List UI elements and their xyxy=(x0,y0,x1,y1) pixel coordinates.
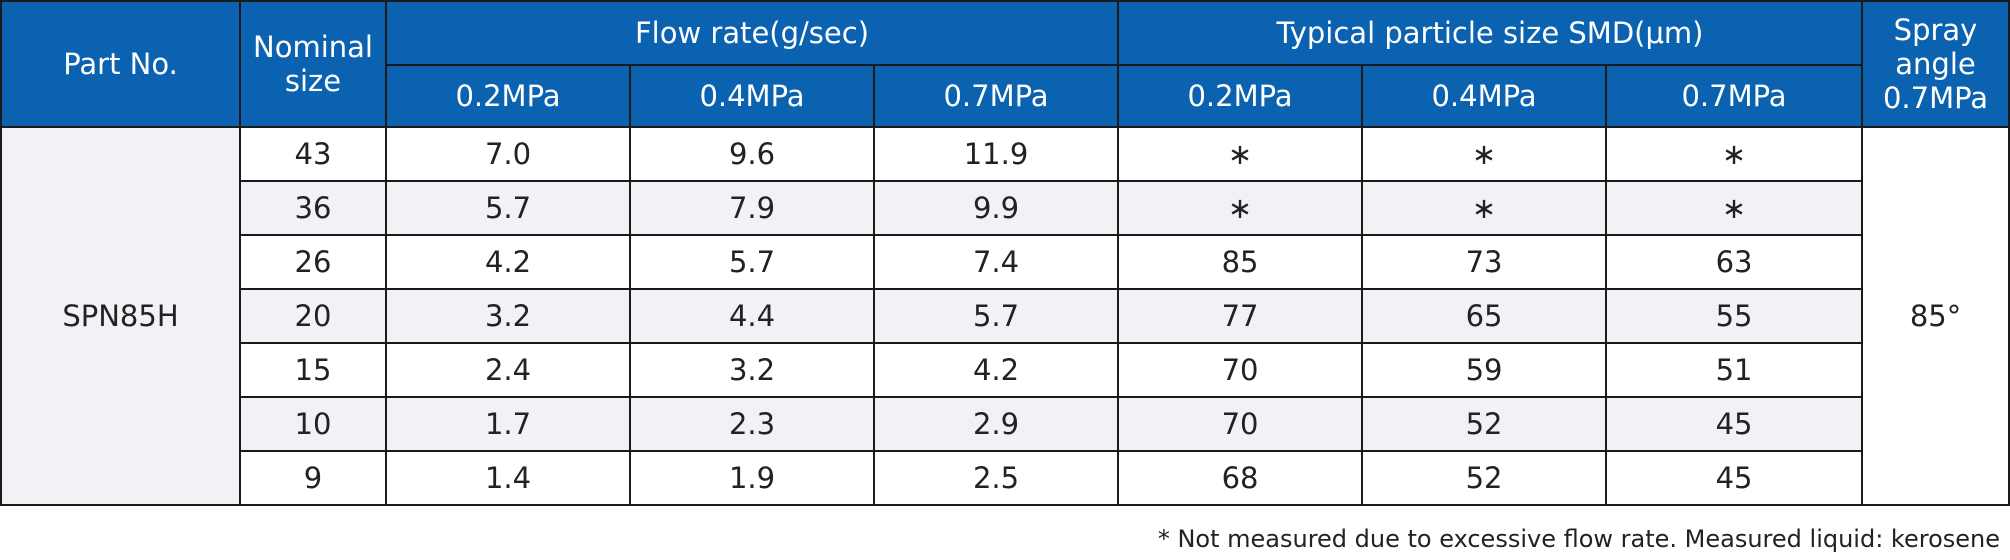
nominal-size-cell: 9 xyxy=(239,450,387,506)
spray-header-line2: angle xyxy=(1895,47,1976,81)
flow-cell: 2.3 xyxy=(629,396,875,452)
part-no-header: Part No. xyxy=(0,0,241,128)
flow-pressure-header: 0.2MPa xyxy=(385,64,631,128)
flow-cell: 11.9 xyxy=(872,126,1120,182)
smd-cell: 65 xyxy=(1361,288,1608,344)
spray-header-line1: Spray xyxy=(1893,13,1978,47)
flow-cell: 2.5 xyxy=(872,450,1120,506)
flow-pressure-header: 0.4MPa xyxy=(629,64,875,128)
smd-cell: 45 xyxy=(1605,396,1864,452)
smd-cell: ∗ xyxy=(1117,126,1364,182)
smd-cell: 70 xyxy=(1117,342,1364,398)
flow-pressure-header: 0.7MPa xyxy=(872,64,1120,128)
smd-cell: ∗ xyxy=(1605,126,1864,182)
flow-cell: 7.0 xyxy=(385,126,631,182)
flow-cell: 7.4 xyxy=(872,234,1120,290)
smd-cell: 70 xyxy=(1117,396,1364,452)
spray-header-line3: 0.7MPa xyxy=(1882,81,1989,115)
smd-cell: 45 xyxy=(1605,450,1864,506)
smd-cell: 52 xyxy=(1361,450,1608,506)
nominal-size-cell: 20 xyxy=(239,288,387,344)
table-row: 36 5.7 7.9 9.9 ∗ ∗ ∗ xyxy=(1,180,2009,236)
smd-cell: 63 xyxy=(1605,234,1864,290)
smd-cell: ∗ xyxy=(1361,180,1608,236)
flow-cell: 3.2 xyxy=(629,342,875,398)
smd-cell: 73 xyxy=(1361,234,1608,290)
flow-cell: 9.9 xyxy=(872,180,1120,236)
smd-cell: ∗ xyxy=(1605,180,1864,236)
flow-cell: 7.9 xyxy=(629,180,875,236)
particle-size-header: Typical particle size SMD(μm) xyxy=(1117,0,1864,66)
nominal-size-header: Nominal size xyxy=(239,0,387,128)
spec-table: Part No. Nominal size Flow rate(g/sec) T… xyxy=(0,0,2010,506)
flow-cell: 9.6 xyxy=(629,126,875,182)
spray-angle-header: Spray angle 0.7MPa xyxy=(1861,0,2010,128)
flow-cell: 2.9 xyxy=(872,396,1120,452)
flow-cell: 4.2 xyxy=(385,234,631,290)
smd-pressure-header: 0.2MPa xyxy=(1117,64,1364,128)
flow-cell: 1.9 xyxy=(629,450,875,506)
smd-cell: 52 xyxy=(1361,396,1608,452)
table-row: 15 2.4 3.2 4.2 70 59 51 xyxy=(1,342,2009,398)
table-row: SPN85H 43 7.0 9.6 11.9 ∗ ∗ ∗ 85° xyxy=(0,126,2010,506)
table-row: 10 1.7 2.3 2.9 70 52 45 xyxy=(1,396,2009,452)
flow-cell: 1.4 xyxy=(385,450,631,506)
flow-cell: 2.4 xyxy=(385,342,631,398)
flow-cell: 4.4 xyxy=(629,288,875,344)
smd-cell: 59 xyxy=(1361,342,1608,398)
part-number-cell: SPN85H xyxy=(0,126,241,506)
flow-cell: 3.2 xyxy=(385,288,631,344)
smd-cell: 77 xyxy=(1117,288,1364,344)
nominal-header-line2: size xyxy=(284,64,342,98)
table-row: 9 1.4 1.9 2.5 68 52 45 xyxy=(1,450,2009,506)
smd-cell: 85 xyxy=(1117,234,1364,290)
flow-cell: 5.7 xyxy=(385,180,631,236)
nominal-size-cell: 43 xyxy=(239,126,387,182)
smd-cell: ∗ xyxy=(1117,180,1364,236)
flow-rate-header: Flow rate(g/sec) xyxy=(384,0,1120,66)
flow-cell: 5.7 xyxy=(872,288,1120,344)
table-row: 26 4.2 5.7 7.4 85 73 63 xyxy=(1,234,2009,290)
spray-angle-cell: 85° xyxy=(1861,126,2010,506)
smd-pressure-header: 0.4MPa xyxy=(1361,64,1608,128)
nominal-size-cell: 10 xyxy=(239,396,387,452)
nominal-size-cell: 15 xyxy=(239,342,387,398)
nominal-size-cell: 26 xyxy=(239,234,387,290)
table-row: 20 3.2 4.4 5.7 77 65 55 xyxy=(1,288,2009,344)
flow-cell: 4.2 xyxy=(872,342,1120,398)
smd-cell: 68 xyxy=(1117,450,1364,506)
smd-cell: ∗ xyxy=(1361,126,1608,182)
smd-cell: 55 xyxy=(1605,288,1864,344)
smd-cell: 51 xyxy=(1605,342,1864,398)
nominal-size-cell: 36 xyxy=(239,180,387,236)
nominal-header-line1: Nominal xyxy=(253,30,373,64)
flow-cell: 1.7 xyxy=(385,396,631,452)
smd-pressure-header: 0.7MPa xyxy=(1605,64,1864,128)
footnote: * Not measured due to excessive flow rat… xyxy=(1157,525,2000,553)
flow-cell: 5.7 xyxy=(629,234,875,290)
